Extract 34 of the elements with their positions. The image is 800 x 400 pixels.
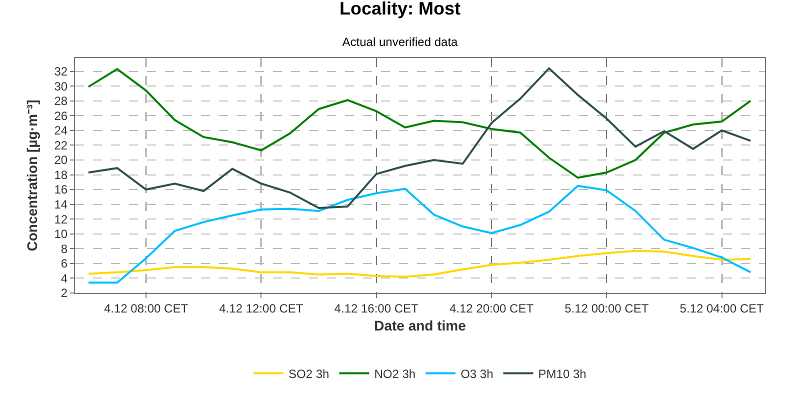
- y-tick-label: 6: [60, 256, 68, 271]
- line-series: [87, 68, 752, 179]
- y-tick-label: 32: [54, 64, 68, 78]
- legend-label: NO2 3h: [374, 366, 416, 381]
- y-tick-label: 16: [54, 182, 68, 197]
- line-series: [87, 184, 752, 284]
- line-series: [87, 250, 752, 278]
- chart-title: Locality: Most: [339, 0, 461, 19]
- legend-label: O3 3h: [460, 366, 494, 381]
- y-tick-label: 24: [54, 124, 68, 138]
- y-tick-label: 28: [54, 94, 68, 108]
- x-axis-title: Date and time: [374, 318, 466, 334]
- x-tick-label: 5.12 00:00 CET: [564, 301, 650, 316]
- y-tick-label: 20: [54, 153, 68, 168]
- y-tick-label: 2: [60, 286, 68, 300]
- y-tick-label: 8: [60, 242, 68, 256]
- y-tick-label: 12: [54, 212, 68, 226]
- legend-label: PM10 3h: [538, 366, 586, 381]
- legend-label: SO2 3h: [288, 366, 330, 381]
- y-tick-label: 4: [60, 271, 68, 286]
- y-axis-title: Concentration [µg·m⁻³]: [24, 100, 40, 252]
- x-tick-label: 4.12 08:00 CET: [104, 301, 189, 316]
- x-tick-label: 4.12 12:00 CET: [219, 301, 304, 316]
- y-tick-label: 22: [54, 138, 68, 152]
- y-tick-label: 30: [54, 79, 68, 94]
- x-tick-label: 4.12 20:00 CET: [449, 301, 534, 316]
- y-tick-label: 14: [54, 198, 68, 212]
- chart-subtitle: Actual unverified data: [342, 35, 458, 50]
- y-tick-label: 26: [54, 108, 68, 123]
- x-tick-label: 5.12 04:00 CET: [680, 301, 765, 316]
- x-tick-label: 4.12 16:00 CET: [334, 301, 420, 316]
- y-tick-label: 18: [54, 168, 68, 182]
- line-series: [87, 67, 752, 210]
- y-tick-label: 10: [54, 227, 68, 242]
